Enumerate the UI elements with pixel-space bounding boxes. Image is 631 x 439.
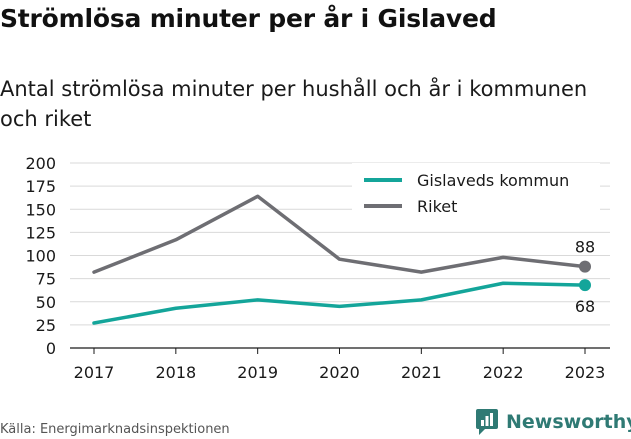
series-line-riket — [92, 194, 587, 274]
series-lines — [92, 194, 591, 325]
y-tick-label: 200 — [25, 154, 56, 173]
legend: Gislaveds kommun Riket — [352, 163, 600, 221]
legend-label-riket: Riket — [417, 197, 457, 216]
y-axis: 0 25 50 75 100 125 150 175 200 — [25, 154, 56, 358]
y-tick-label: 25 — [36, 316, 56, 335]
x-tick-label: 2021 — [401, 363, 442, 382]
series-end-point-riket — [579, 260, 591, 273]
y-tick-label: 125 — [25, 223, 56, 242]
data-labels: 68 88 — [575, 238, 595, 317]
x-tick-label: 2022 — [483, 363, 524, 382]
newsworthy-logo-icon — [476, 409, 498, 435]
y-tick-label: 100 — [25, 247, 56, 266]
y-tick-label: 175 — [25, 177, 56, 196]
y-tick-label: 150 — [25, 200, 56, 219]
series-line-gislaveds-kommun — [92, 281, 587, 325]
end-value-label-riket: 88 — [575, 238, 595, 257]
y-tick-label: 0 — [46, 339, 56, 358]
series-end-point-gislaveds-kommun — [579, 279, 591, 292]
x-axis: 2017 2018 2019 2020 2021 2022 2023 — [70, 347, 610, 382]
chart-title: Strömlösa minuter per år i Gislaved — [0, 4, 497, 33]
chart-subtitle: Antal strömlösa minuter per hushåll och … — [0, 77, 588, 131]
end-value-label-gislaveds-kommun: 68 — [575, 297, 595, 316]
brand-name: Newsworthy — [506, 411, 631, 433]
source-note: Källa: Energimarknadsinspektionen — [0, 422, 230, 437]
y-tick-label: 75 — [36, 270, 56, 289]
x-tick-label: 2020 — [319, 363, 360, 382]
legend-label-gislaveds-kommun: Gislaveds kommun — [417, 171, 569, 190]
legend-background — [352, 163, 600, 221]
grid-lines — [70, 162, 610, 349]
x-tick-label: 2017 — [74, 363, 115, 382]
y-tick-label: 50 — [36, 293, 56, 312]
brand-logo[interactable]: Newsworthy — [475, 406, 631, 438]
x-tick-label: 2023 — [565, 363, 606, 382]
x-tick-label: 2018 — [155, 363, 196, 382]
x-tick-label: 2019 — [237, 363, 278, 382]
